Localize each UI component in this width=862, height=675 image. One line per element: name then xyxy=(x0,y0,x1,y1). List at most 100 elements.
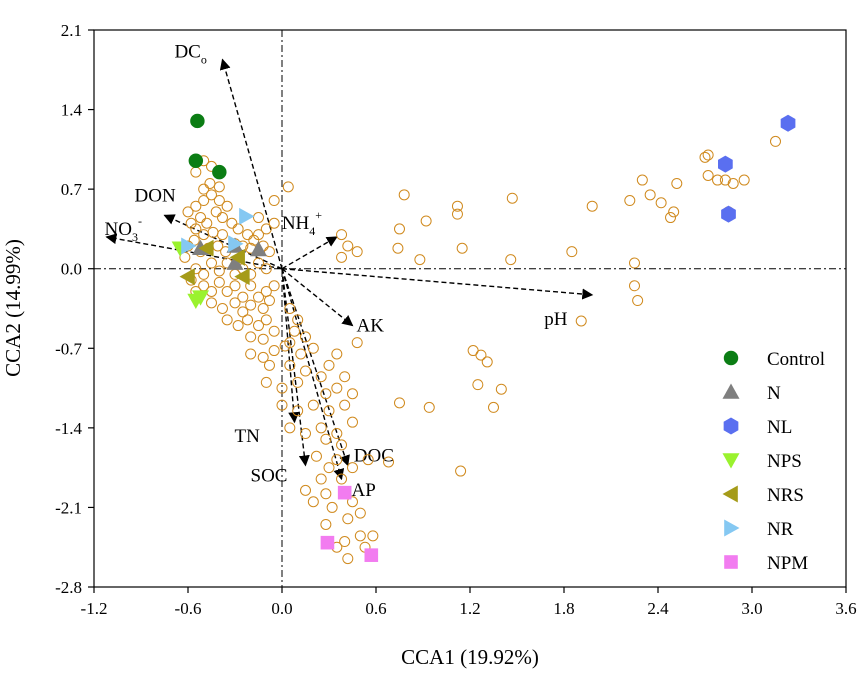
species-point xyxy=(307,342,319,354)
vector-label-soc: SOC xyxy=(251,465,288,486)
species-point xyxy=(315,371,327,383)
legend-label: NL xyxy=(767,417,792,438)
species-point xyxy=(282,181,294,193)
species-point xyxy=(475,349,487,361)
sample-point-n xyxy=(250,240,267,257)
species-point xyxy=(245,280,257,292)
y-tick-label: -1.4 xyxy=(55,419,82,438)
species-point xyxy=(632,295,644,307)
species-point xyxy=(423,401,435,413)
species-point xyxy=(198,183,210,195)
species-point xyxy=(289,325,301,337)
species-point xyxy=(323,359,335,371)
vector-label-ap: AP xyxy=(352,480,376,501)
sample-point-nl xyxy=(721,205,736,223)
vector-label-base: TN xyxy=(235,426,261,447)
species-point xyxy=(331,382,343,394)
species-point xyxy=(276,399,288,411)
species-point xyxy=(665,212,677,224)
vector-label-superscript: + xyxy=(315,208,322,222)
species-point xyxy=(292,314,304,326)
species-point xyxy=(398,189,410,201)
species-point xyxy=(719,174,731,186)
species-point xyxy=(310,450,322,462)
species-point xyxy=(699,151,711,163)
species-point xyxy=(467,345,479,357)
sample-point-npm xyxy=(337,485,352,500)
vector-label-dc: DCo xyxy=(174,42,206,67)
vector-doc xyxy=(281,268,350,467)
species-point xyxy=(257,333,269,345)
x-tick-label: 3.0 xyxy=(741,599,762,618)
sample-point-n xyxy=(226,254,244,270)
x-tick-label: -1.2 xyxy=(81,599,108,618)
vector-label-subscript: 3 xyxy=(132,230,138,244)
species-point xyxy=(342,513,354,525)
species-point xyxy=(229,297,241,309)
species-point xyxy=(216,303,228,314)
species-point xyxy=(394,223,405,235)
legend-item-nl: NL xyxy=(723,417,792,438)
species-point xyxy=(506,192,518,204)
species-point xyxy=(347,462,358,474)
species-point xyxy=(210,206,222,218)
legend-marker-n xyxy=(722,383,740,399)
species-point xyxy=(260,223,272,235)
legend-label: NRS xyxy=(767,485,804,506)
legend-item-control: Control xyxy=(723,349,825,370)
species-point xyxy=(354,530,366,542)
species-point xyxy=(566,246,578,258)
vector-don xyxy=(163,214,283,270)
legend-item-nps: NPS xyxy=(722,451,802,472)
species-point xyxy=(257,351,269,363)
species-point xyxy=(221,314,233,326)
vector-label-ph: pH xyxy=(544,309,568,330)
legend-marker-nps xyxy=(722,453,740,469)
species-point xyxy=(472,379,484,391)
species-point xyxy=(190,263,202,275)
species-point xyxy=(185,217,197,229)
species-point xyxy=(738,174,750,186)
species-point xyxy=(575,315,587,327)
species-point xyxy=(655,197,667,209)
species-point xyxy=(495,383,507,395)
species-point xyxy=(339,399,351,411)
species-point xyxy=(671,177,683,189)
x-tick-label: 1.2 xyxy=(459,599,480,618)
species-point xyxy=(702,170,714,182)
sample-point-nl xyxy=(718,155,733,173)
species-point xyxy=(331,428,343,440)
species-point xyxy=(342,240,354,252)
species-point xyxy=(347,416,358,428)
species-point xyxy=(456,242,468,254)
species-point xyxy=(586,200,598,212)
y-tick-label: 1.4 xyxy=(61,101,83,120)
species-point xyxy=(206,257,217,269)
vector-label-base: DC xyxy=(174,42,200,63)
vector-label-base: AP xyxy=(352,480,376,501)
species-point xyxy=(629,280,640,292)
species-point xyxy=(198,268,210,280)
species-point xyxy=(253,257,264,269)
species-point xyxy=(253,291,264,303)
vector-label-subscript: 4 xyxy=(309,224,315,238)
species-point xyxy=(451,208,463,220)
species-point xyxy=(268,345,280,357)
species-point xyxy=(644,189,656,201)
species-point xyxy=(190,166,202,178)
sample-point-nr xyxy=(228,235,244,253)
species-point xyxy=(488,401,499,413)
species-point xyxy=(245,299,257,311)
species-point xyxy=(320,433,332,445)
sample-point-nrs xyxy=(234,268,250,286)
species-point xyxy=(292,376,304,388)
y-tick-label: 0.7 xyxy=(61,180,83,199)
species-point xyxy=(263,359,275,371)
species-point xyxy=(295,348,307,360)
sample-points xyxy=(171,113,796,562)
species-point xyxy=(354,507,366,519)
sample-point-nl xyxy=(780,114,796,132)
species-point xyxy=(198,195,210,207)
species-point xyxy=(216,212,228,224)
legend-marker-nrs xyxy=(722,485,738,503)
